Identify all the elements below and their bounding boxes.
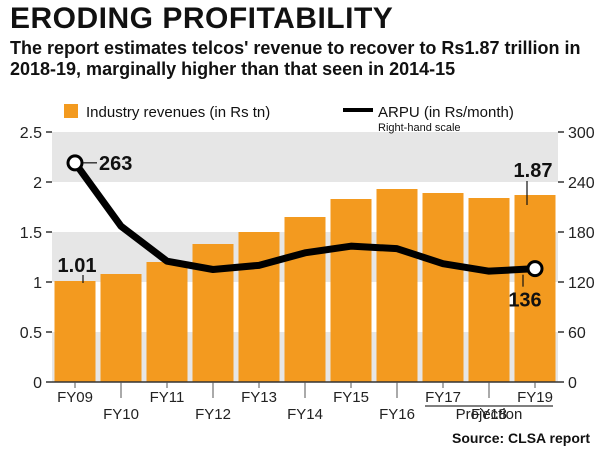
x-tick-label: FY13 — [241, 389, 277, 406]
x-tick-label: FY11 — [150, 389, 185, 406]
chart-title: ERODING PROFITABILITY — [10, 2, 394, 35]
x-tick-label: FY14 — [287, 406, 323, 423]
left-tick-label: 1 — [33, 275, 42, 292]
arpu-point-FY19 — [526, 260, 544, 278]
x-tick-label: FY15 — [333, 389, 369, 406]
legend-line-note: Right-hand scale — [378, 122, 461, 134]
annotations: 1.01 1.87 263 136 — [58, 153, 553, 312]
last-bar-value: 1.87 — [514, 160, 553, 182]
arpu-line-series — [66, 154, 544, 278]
legend-line-label: ARPU (in Rs/month) — [378, 104, 514, 121]
bar-FY15 — [330, 199, 372, 382]
bar-FY10 — [100, 274, 142, 382]
bar-FY11 — [146, 262, 188, 382]
right-tick-label: 300 — [568, 125, 595, 142]
x-tick-label: FY17 — [425, 389, 461, 406]
x-tick-label: FY10 — [103, 406, 139, 423]
legend-bar-swatch — [64, 104, 78, 118]
bar-FY09 — [54, 281, 96, 382]
bar-FY18 — [468, 198, 510, 382]
bar-FY19 — [514, 195, 556, 382]
x-tick-label: FY09 — [57, 389, 93, 406]
first-line-value: 263 — [99, 153, 132, 175]
left-tick-label: 2.5 — [20, 125, 42, 142]
right-tick-label: 180 — [568, 225, 595, 242]
legend-bar-label: Industry revenues (in Rs tn) — [86, 104, 270, 121]
right-tick-label: 60 — [568, 325, 586, 342]
x-tick-label: FY18 — [471, 406, 507, 423]
first-bar-value: 1.01 — [58, 255, 97, 277]
right-tick-label: 240 — [568, 175, 595, 192]
x-tick-label: FY12 — [195, 406, 231, 423]
left-tick-label: 0 — [33, 375, 42, 392]
legend: Industry revenues (in Rs tn) ARPU (in Rs/… — [64, 104, 514, 134]
chart-subtitle: The report estimates telcos' revenue to … — [10, 38, 581, 79]
left-tick-label: 1.5 — [20, 225, 42, 242]
bar-FY16 — [376, 189, 418, 382]
grid-band — [52, 132, 558, 182]
axes: 0 0.5 1 1.5 2 2.5 0 60 120 180 240 300 FY09 FY10 FY11 F… — [20, 125, 595, 423]
left-tick-label: 2 — [33, 175, 42, 192]
bar-series — [54, 189, 556, 382]
arpu-line — [71, 159, 539, 275]
right-tick-label: 120 — [568, 275, 595, 292]
last-line-value: 136 — [508, 290, 541, 312]
bar-FY13 — [238, 232, 280, 382]
x-tick-label: FY16 — [379, 406, 415, 423]
bar-FY14 — [284, 217, 326, 382]
left-tick-label: 0.5 — [20, 325, 42, 342]
right-tick-label: 0 — [568, 375, 577, 392]
projection-label: Projection — [456, 406, 523, 423]
source-note: Source: CLSA report — [452, 430, 590, 446]
arpu-point-FY09 — [66, 154, 84, 172]
x-tick-label: FY19 — [517, 389, 553, 406]
bar-FY17 — [422, 193, 464, 382]
